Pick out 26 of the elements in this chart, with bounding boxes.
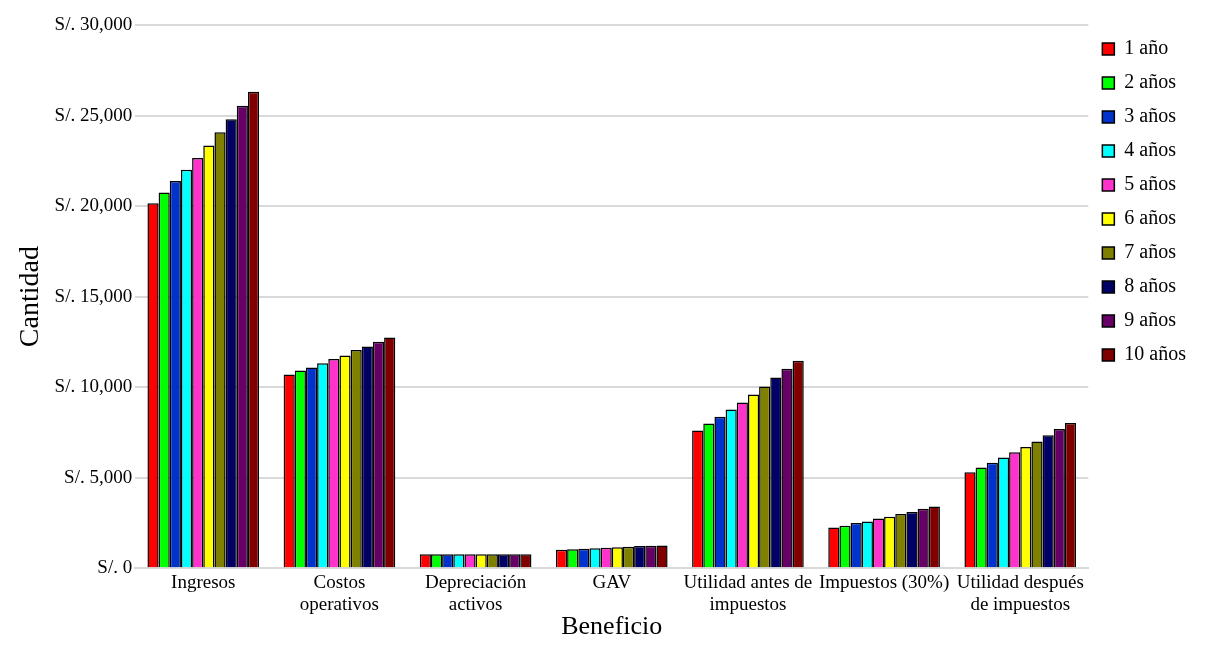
y-tick-label: S/. 25,000 bbox=[54, 103, 133, 125]
x-tick-label: Impuestos (30%) bbox=[818, 570, 950, 593]
y-tick-label: S/. 15,000 bbox=[54, 284, 133, 306]
legend-label: 6 años bbox=[1124, 206, 1177, 229]
x-tick-label: Utilidad después de impuestos bbox=[956, 570, 1084, 615]
y-tick-label: S/. 5,000 bbox=[64, 465, 133, 487]
y-axis-title: Cantidad bbox=[13, 246, 45, 348]
legend-label: 9 años bbox=[1124, 308, 1177, 331]
y-tick-label: S/. 10,000 bbox=[54, 375, 133, 397]
legend-label: 8 años bbox=[1124, 274, 1177, 297]
x-tick-label: GAV bbox=[592, 570, 632, 592]
x-tick-label: Costos operativos bbox=[299, 570, 380, 615]
legend-label: 2 años bbox=[1124, 70, 1177, 93]
y-tick-label: S/. 20,000 bbox=[54, 194, 133, 216]
legend-label: 4 años bbox=[1124, 138, 1177, 161]
y-tick-label: S/. 30,000 bbox=[54, 12, 133, 34]
legend-label: 5 años bbox=[1124, 172, 1177, 195]
legend-label: 10 años bbox=[1124, 342, 1187, 365]
x-axis-title: Beneficio bbox=[561, 611, 663, 641]
x-tick-label: Depreciación activos bbox=[424, 570, 527, 615]
y-tick-label: S/. 0 bbox=[97, 556, 133, 578]
x-tick-label: Utilidad antes de impuestos bbox=[683, 570, 813, 615]
legend-label: 3 años bbox=[1124, 104, 1177, 127]
legend-label: 1 año bbox=[1124, 36, 1169, 59]
x-tick-label: Ingresos bbox=[171, 570, 236, 592]
legend-label: 7 años bbox=[1124, 240, 1177, 263]
